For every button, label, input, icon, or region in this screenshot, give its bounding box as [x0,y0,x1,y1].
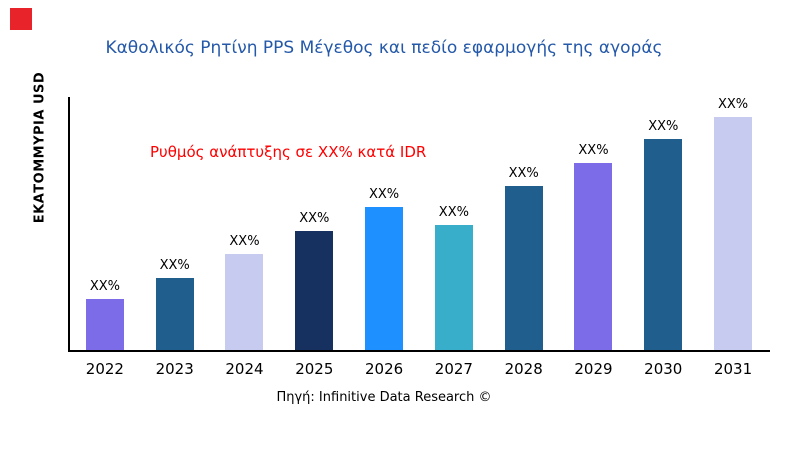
x-tick-label: 2030 [644,360,683,378]
source-text: Πηγή: Infinitive Data Research © [276,390,492,405]
bar-value-label: XX% [89,279,120,295]
bar [155,278,194,350]
bar-value-label: XX% [578,142,609,158]
x-tick-label: 2031 [713,360,753,378]
bar [504,186,543,350]
bar-column: XX% 2024 [210,97,280,378]
growth-annotation: Ρυθμός ανάπτυξης σε XX% κατά IDR [150,143,427,161]
x-tick-label: 2024 [225,360,264,378]
bar-column: XX% 2023 [140,97,210,378]
x-tick-label: 2022 [85,360,124,378]
bar [365,207,404,350]
bar-column: XX% 2022 [70,97,140,378]
x-tick-label: 2026 [364,360,404,378]
bar-column: XX% 2028 [489,97,559,378]
bar-value-label: XX% [508,166,539,182]
bar [85,299,124,350]
bar [434,224,473,350]
bar-column: XX% 2030 [628,97,698,379]
bar-value-label: XX% [438,204,469,220]
bar-column: XX% 2031 [698,97,768,378]
x-tick-label: 2028 [504,360,543,378]
bar-value-label: XX% [229,233,260,249]
x-tick-label: 2023 [155,360,194,378]
bar-column: XX% 2025 [279,97,349,378]
bar-value-label: XX% [717,97,749,112]
x-tick-label: 2025 [295,360,334,378]
y-axis-line [68,97,70,352]
bar [574,162,613,350]
bar [295,230,334,350]
y-axis-label: ΕΚΑΤΟΜΜΥΡΙΑ USD [32,71,48,224]
bar-column: XX% 2026 [349,97,419,378]
bar-value-label: XX% [299,210,330,226]
bar [714,117,753,350]
bar-column: XX% 2029 [559,97,629,378]
x-tick-label: 2029 [574,360,613,378]
bar-value-label: XX% [648,118,679,134]
bar-value-label: XX% [159,258,190,274]
x-axis-line [68,350,770,352]
bar [644,138,683,350]
bar-series: XX% 2022 XX% 2023 XX% 2024 XX% 2025 XX% 2026 XX% 20… [70,97,768,379]
brand-logo [10,8,32,30]
bar-column: XX% 2027 [419,97,489,378]
bar [225,253,264,350]
chart-title: Καθολικός Ρητίνη PPS Μέγεθος και πεδίο ε… [105,38,663,58]
plot-area: XX% 2022 XX% 2023 XX% 2024 XX% 2025 XX% 2026 XX% 20… [68,97,770,379]
x-tick-label: 2027 [434,360,473,378]
bar-value-label: XX% [369,187,400,203]
